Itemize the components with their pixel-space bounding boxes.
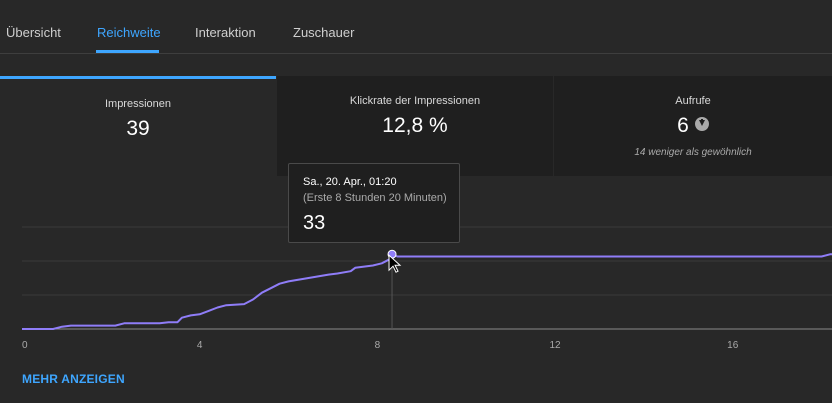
tab-interaction[interactable]: Interaktion [195,25,256,40]
tab-audience[interactable]: Zuschauer [293,25,355,40]
active-tab-indicator [96,50,159,53]
metric-card-impressions[interactable]: Impressionen 39 [0,76,276,176]
x-tick-label: 0 [22,340,28,351]
metric-value: 39 [126,117,150,140]
tab-reach[interactable]: Reichweite [97,25,161,40]
metric-card-ctr[interactable]: Klickrate der Impressionen 12,8 % [277,76,553,176]
x-tick-label: 8 [375,340,381,351]
tooltip-date: Sa., 20. Apr., 01:20 [303,176,397,188]
x-tick-label: 16 [727,340,739,351]
metric-value: 6 [677,114,689,137]
arrow-down-circle-icon [694,117,709,132]
chart-tooltip: Sa., 20. Apr., 01:20 (Erste 8 Stunden 20… [288,163,460,243]
show-more-link[interactable]: MEHR ANZEIGEN [22,372,125,386]
mouse-cursor-icon [388,254,402,273]
tab-bar: Übersicht Reichweite Interaktion Zuschau… [0,0,832,54]
metric-card-views[interactable]: Aufrufe 6 14 weniger als gewöhnlich [554,76,832,176]
tooltip-value: 33 [303,212,326,234]
tooltip-range: (Erste 8 Stunden 20 Minuten) [303,192,447,204]
x-tick-label: 4 [197,340,203,351]
metric-comparison: 14 weniger als gewöhnlich [634,147,752,158]
x-tick-label: 12 [549,340,561,351]
metric-label: Impressionen [104,98,172,110]
metric-label: Klickrate der Impressionen [349,95,481,107]
series-line [22,253,832,330]
metric-label: Aufrufe [675,95,711,107]
metric-value-wrap: 6 [554,114,832,138]
metric-cards: Impressionen 39 Klickrate der Impression… [0,76,832,176]
metric-value: 12,8 % [382,114,448,137]
tab-overview[interactable]: Übersicht [6,25,61,40]
